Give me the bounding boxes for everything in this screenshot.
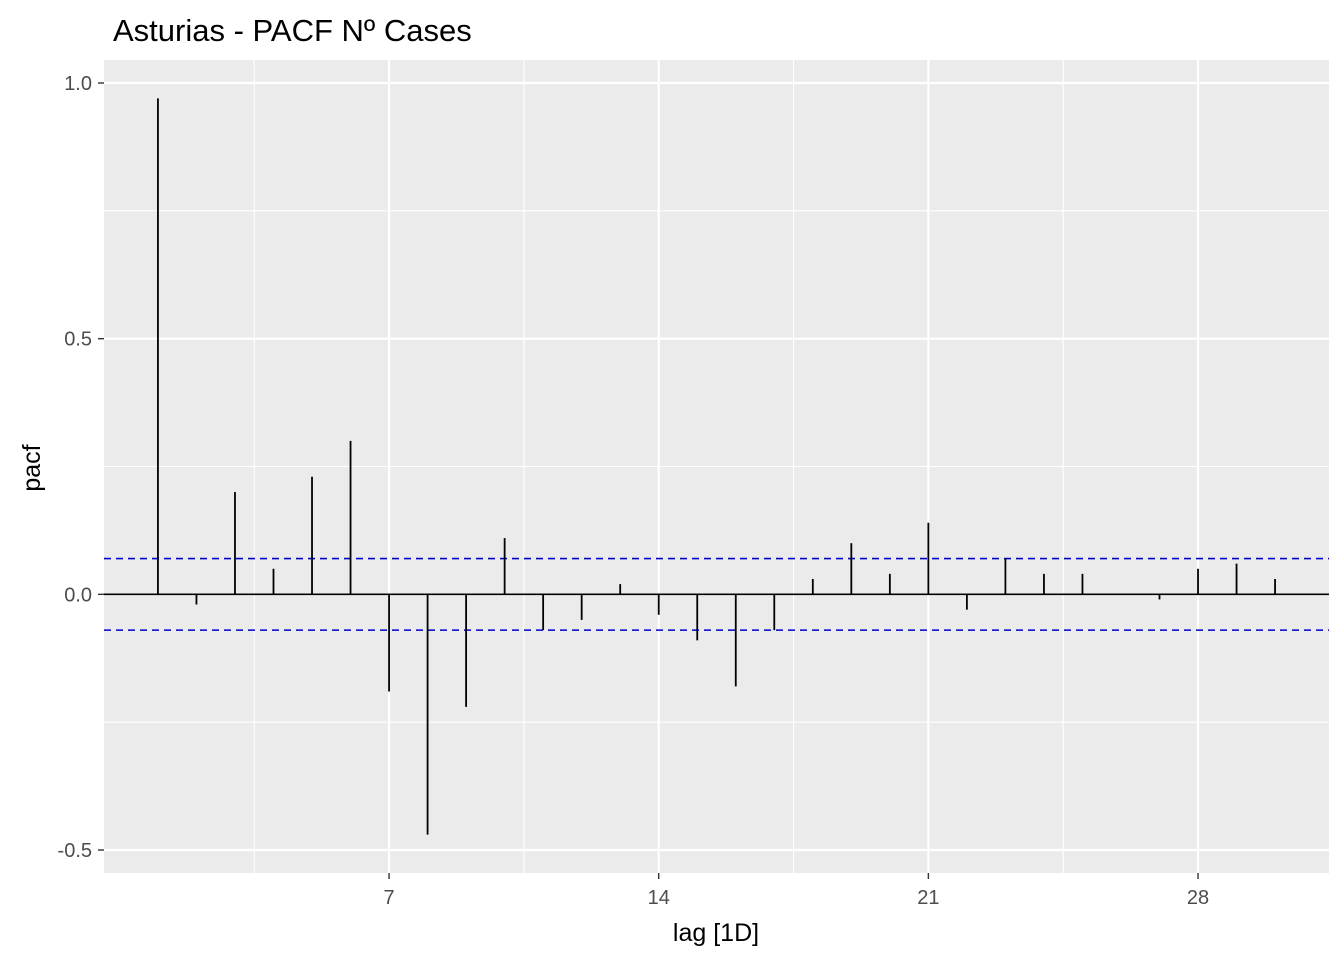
chart-title: Asturias - PACF Nº Cases: [113, 13, 472, 48]
x-tick-label: 7: [384, 887, 395, 909]
x-tick-label: 21: [917, 887, 939, 909]
x-axis-title: lag [1D]: [673, 919, 759, 947]
x-axis: 7 14 21 28: [384, 873, 1209, 909]
y-axis: -0.5 0.0 0.5 1.0: [58, 73, 104, 862]
x-tick-label: 28: [1187, 887, 1209, 909]
confidence-bounds: [104, 557, 1329, 631]
x-tick-label: 14: [648, 887, 670, 909]
y-tick-label: 0.5: [64, 329, 92, 351]
y-tick-label: 0.0: [64, 584, 92, 606]
y-tick-label: -0.5: [58, 840, 92, 862]
y-tick-label: 1.0: [64, 73, 92, 95]
major-gridlines: [104, 60, 1329, 873]
minor-gridlines: [104, 60, 1329, 873]
pacf-spikes: [157, 98, 1276, 835]
y-axis-title: pacf: [18, 444, 46, 491]
